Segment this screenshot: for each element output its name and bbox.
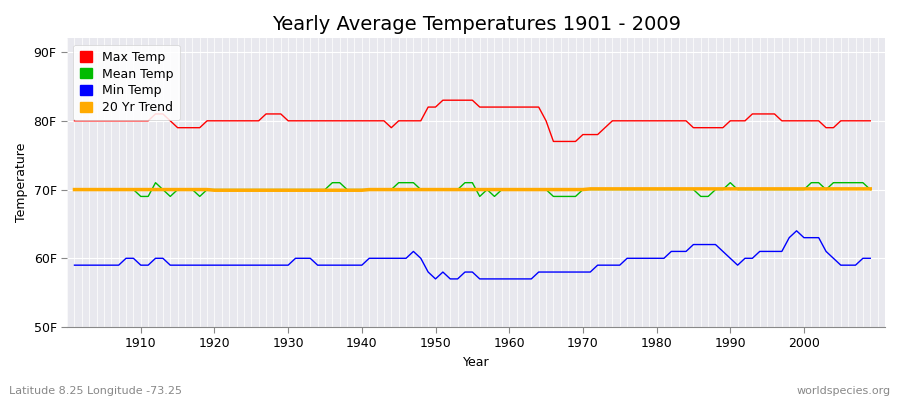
X-axis label: Year: Year [463, 356, 490, 369]
Text: worldspecies.org: worldspecies.org [796, 386, 891, 396]
Text: Latitude 8.25 Longitude -73.25: Latitude 8.25 Longitude -73.25 [9, 386, 182, 396]
Legend: Max Temp, Mean Temp, Min Temp, 20 Yr Trend: Max Temp, Mean Temp, Min Temp, 20 Yr Tre… [73, 44, 180, 120]
Y-axis label: Temperature: Temperature [15, 143, 28, 222]
Title: Yearly Average Temperatures 1901 - 2009: Yearly Average Temperatures 1901 - 2009 [272, 15, 680, 34]
